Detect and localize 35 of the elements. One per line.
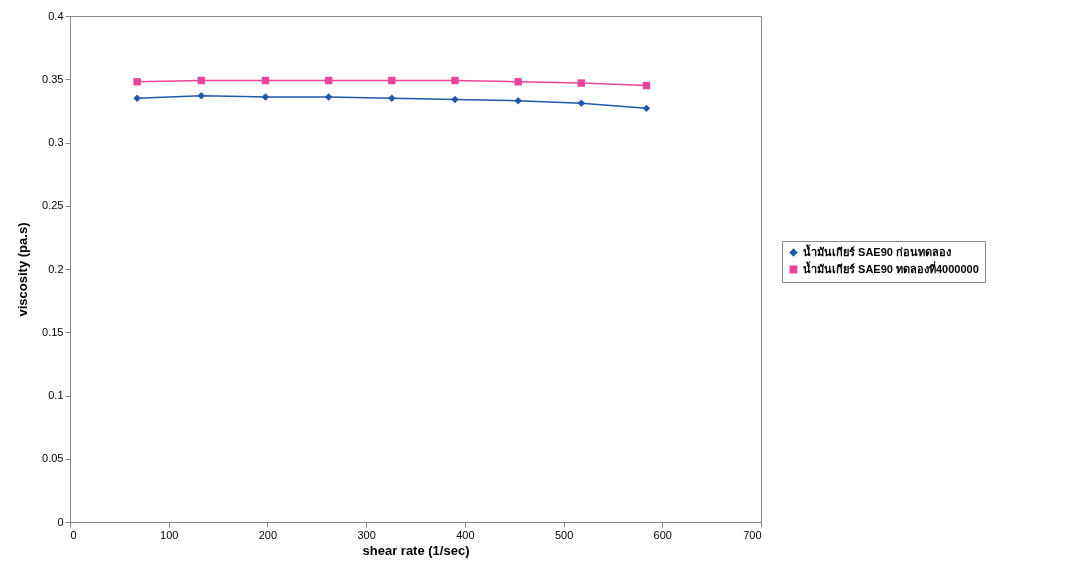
point — [133, 94, 141, 102]
y-tick-label: 0.2 — [48, 262, 64, 275]
y-axis-title: viscosity (pa.s) — [15, 222, 31, 317]
x-tick-label: 100 — [160, 528, 179, 541]
point — [514, 97, 522, 105]
point — [261, 93, 270, 101]
y-tick-label: 0.15 — [42, 325, 64, 338]
point — [133, 78, 141, 86]
point — [451, 95, 459, 104]
point — [324, 93, 333, 101]
y-tick-label: 0.3 — [48, 136, 64, 148]
x-tick-label: 200 — [258, 528, 278, 541]
x-tick-label: 0 — [70, 528, 77, 541]
y-tick-label: 0.35 — [42, 72, 64, 85]
point — [388, 94, 396, 102]
legend-label: น้ำมันเกียร์ SAE90 ก่อนทดลอง — [803, 243, 951, 258]
legend-label: น้ำมันเกียร์ SAE90 ทดลองที่4000000 — [803, 260, 979, 275]
x-tick-label: 500 — [554, 528, 574, 541]
x-axis-title: shear rate (1/sec) — [362, 542, 470, 558]
point — [577, 99, 586, 107]
y-tick-label: 0.05 — [42, 452, 64, 465]
x-tick-label: 600 — [653, 528, 672, 541]
y-tick-label: 0 — [57, 515, 64, 528]
point — [642, 104, 651, 113]
point — [388, 76, 396, 85]
point — [451, 76, 459, 85]
point — [514, 78, 522, 86]
y-tick-label: 0.1 — [48, 389, 64, 401]
x-tick-label: 700 — [743, 528, 762, 541]
y-tick-label: 0.4 — [48, 9, 64, 22]
point — [197, 91, 205, 100]
y-tick-label: 0.25 — [42, 199, 64, 212]
x-tick-label: 300 — [357, 528, 376, 541]
x-tick-label: 400 — [456, 528, 475, 541]
point — [577, 79, 586, 87]
